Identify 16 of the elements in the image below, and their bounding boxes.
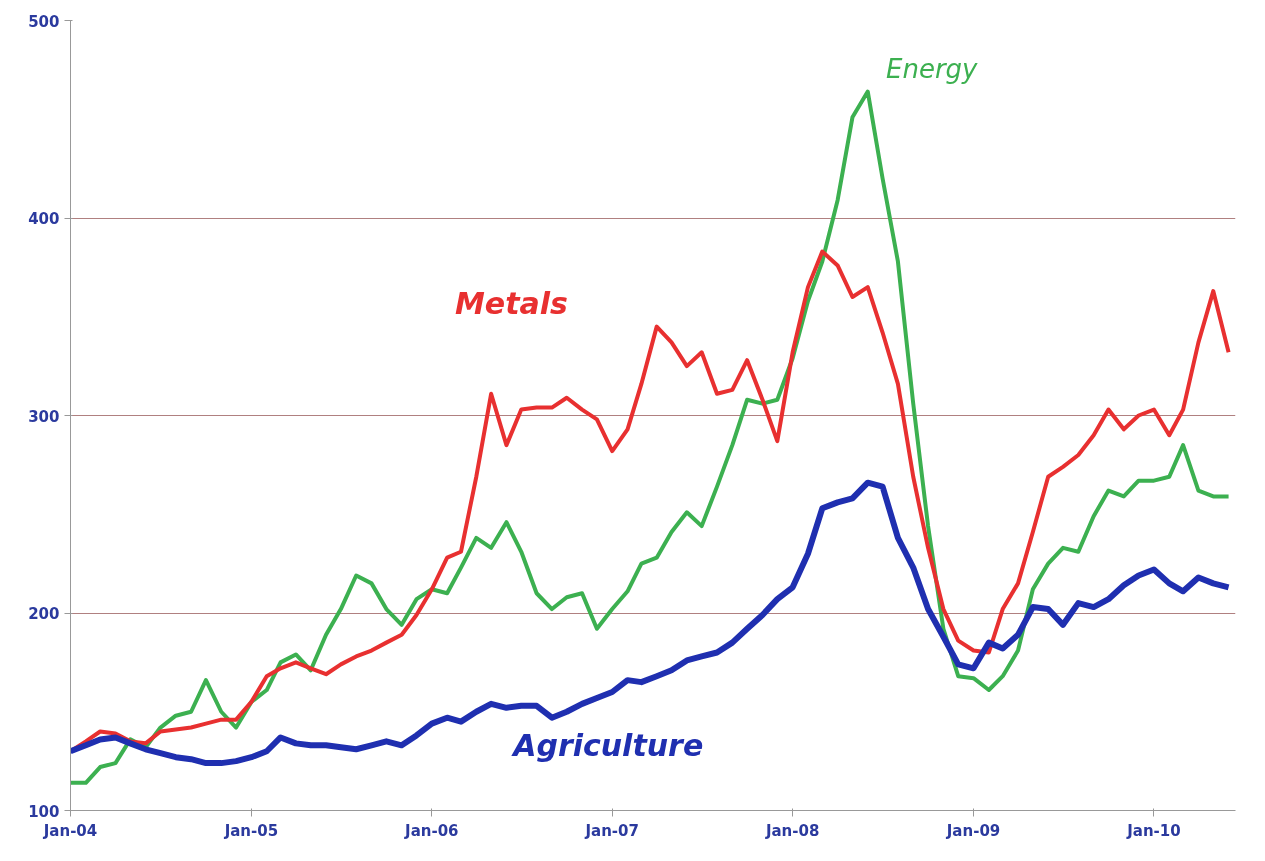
x-tick-label: Jan-06 bbox=[404, 821, 459, 840]
x-tick-label: Jan-07 bbox=[584, 821, 639, 840]
y-tick-label: 400 bbox=[28, 210, 60, 228]
y-tick-label: 200 bbox=[28, 605, 60, 623]
y-tick-label: 100 bbox=[28, 802, 60, 821]
series-label: Energy bbox=[886, 53, 979, 84]
y-tick-label: 300 bbox=[28, 407, 60, 426]
series-label: Agriculture bbox=[511, 728, 704, 764]
y-tick-label: 500 bbox=[28, 12, 60, 31]
x-tick-label: Jan-08 bbox=[764, 821, 820, 840]
x-tick-label: Jan-05 bbox=[223, 821, 279, 840]
x-tick-label: Jan-10 bbox=[1126, 821, 1181, 840]
x-tick-label: Jan-04 bbox=[42, 821, 98, 840]
text: Metals bbox=[454, 285, 568, 321]
line-series bbox=[70, 89, 1231, 785]
x-tick-label: Jan-09 bbox=[945, 821, 1001, 840]
